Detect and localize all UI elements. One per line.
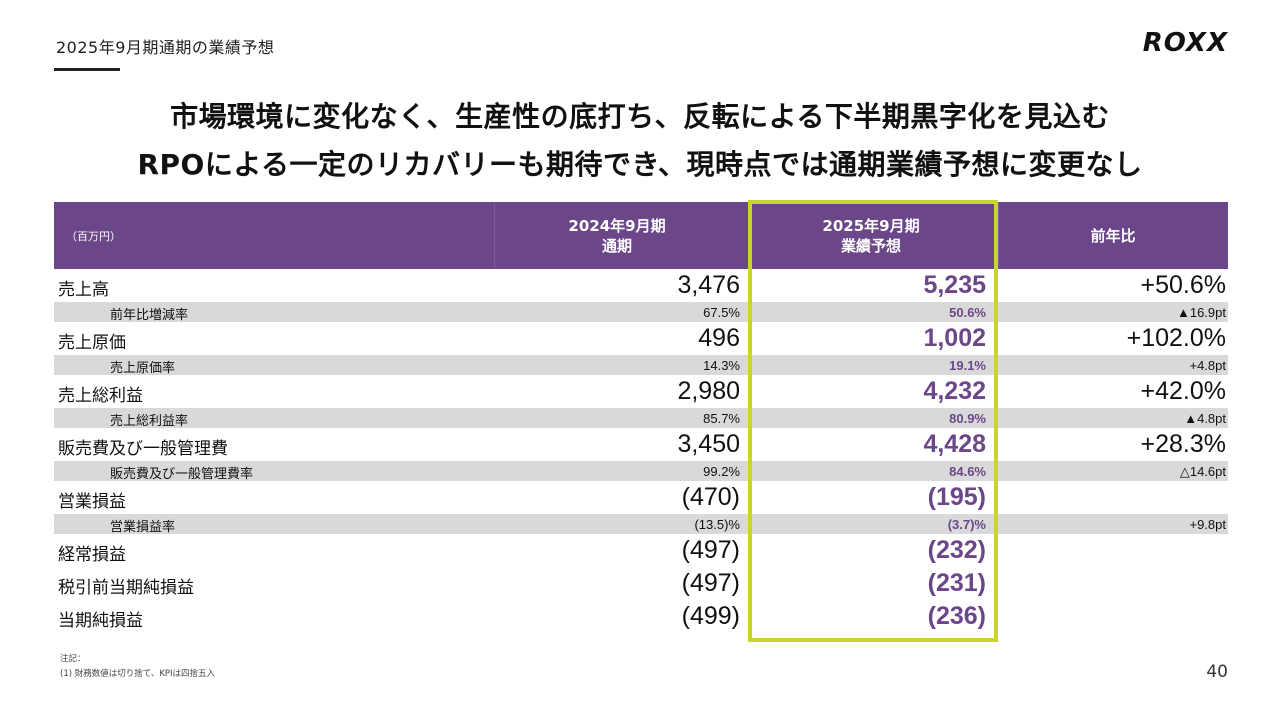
table-subrow: 売上原価率 14.3% 19.1% +4.8pt [54, 355, 1228, 376]
row-label: 売上総利益率 [110, 414, 189, 429]
table-body: 売上高 3,476 5,235 +50.6% 前年比増減率 67.5% 50.6% ▲16.9… [54, 269, 1228, 633]
header-rule [54, 68, 120, 71]
value-yoy: +4.8pt [1189, 358, 1226, 373]
value-fy2025-forecast: (232) [927, 536, 986, 564]
value-fy2025-forecast: 50.6% [949, 305, 986, 320]
value-yoy: +102.0% [1126, 324, 1226, 352]
row-label: 営業損益 [58, 492, 126, 512]
value-fy2025-forecast: 1,002 [923, 324, 986, 352]
value-fy2025-forecast: (195) [927, 483, 986, 511]
header-divider [998, 202, 999, 269]
value-yoy: △14.6pt [1179, 464, 1226, 479]
value-fy2024: 3,450 [677, 430, 740, 458]
row-label: 売上総利益 [58, 386, 143, 406]
value-fy2025-forecast: 80.9% [949, 411, 986, 426]
value-yoy: +50.6% [1140, 271, 1227, 299]
value-fy2024: 3,476 [677, 271, 740, 299]
section-title: 2025年9月期通期の業績予想 [56, 38, 275, 57]
value-fy2024: 85.7% [703, 411, 740, 426]
value-fy2024: (13.5)% [694, 517, 740, 532]
forecast-table: （百万円） 2024年9月期 通期 2025年9月期 業績予想 前年比 売上高 3… [54, 202, 1228, 633]
value-fy2024: 496 [698, 324, 740, 352]
value-fy2025-forecast: (3.7)% [947, 517, 986, 532]
row-label: 販売費及び一般管理費率 [110, 467, 254, 482]
value-fy2025-forecast: 4,428 [923, 430, 986, 458]
table-row: 営業損益 (470) (195) [54, 481, 1228, 514]
value-fy2025-forecast: 4,232 [923, 377, 986, 405]
headline-line-1: 市場環境に変化なく、生産性の底打ち、反転による下半期黒字化を見込む [170, 100, 1110, 133]
column-header-yoy: 前年比 [998, 202, 1228, 269]
footnote-line: (1) 財務数値は切り捨て、KPIは四捨五入 [60, 669, 216, 679]
column-header-fy2025-line2: 業績予想 [840, 236, 901, 255]
company-logo: ROXX [1142, 28, 1228, 58]
table-subrow: 営業損益率 (13.5)% (3.7)% +9.8pt [54, 514, 1228, 535]
table-row: 経常損益 (497) (232) [54, 534, 1228, 567]
value-fy2025-forecast: 5,235 [923, 271, 986, 299]
value-fy2025-forecast: (236) [927, 602, 986, 630]
value-fy2024: 99.2% [703, 464, 740, 479]
value-yoy: +28.3% [1140, 430, 1227, 458]
table-row: 税引前当期純損益 (497) (231) [54, 567, 1228, 600]
value-yoy: ▲16.9pt [1176, 305, 1226, 320]
value-fy2024: 67.5% [703, 305, 740, 320]
row-label: 売上高 [58, 280, 109, 300]
value-fy2025-forecast: 84.6% [949, 464, 986, 479]
row-label: 前年比増減率 [110, 308, 189, 323]
value-yoy: +42.0% [1140, 377, 1227, 405]
column-header-fy2025: 2025年9月期 業績予想 [748, 202, 994, 269]
page-number: 40 [1206, 662, 1228, 682]
column-header-fy2024-line1: 2024年9月期 [568, 216, 666, 235]
value-fy2024: (497) [681, 569, 740, 597]
table-subrow: 販売費及び一般管理費率 99.2% 84.6% △14.6pt [54, 461, 1228, 482]
unit-label: （百万円） [66, 230, 121, 243]
value-fy2024: 2,980 [677, 377, 740, 405]
value-fy2024: (470) [681, 483, 740, 511]
row-label: 販売費及び一般管理費 [58, 439, 228, 459]
value-fy2025-forecast: 19.1% [949, 358, 986, 373]
row-label: 当期純損益 [58, 611, 143, 631]
table-row: 販売費及び一般管理費 3,450 4,428 +28.3% [54, 428, 1228, 461]
headline-line-2: RPOによる一定のリカバリーも期待でき、現時点では通期業績予想に変更なし [137, 148, 1143, 181]
header-divider [494, 202, 495, 269]
column-header-fy2024-line2: 通期 [601, 236, 632, 255]
table-subrow: 前年比増減率 67.5% 50.6% ▲16.9pt [54, 302, 1228, 323]
row-label: 売上原価率 [110, 361, 176, 376]
table-row: 売上高 3,476 5,235 +50.6% [54, 269, 1228, 302]
column-header-fy2024: 2024年9月期 通期 [494, 202, 740, 269]
table-row: 売上総利益 2,980 4,232 +42.0% [54, 375, 1228, 408]
value-fy2024: (499) [681, 602, 740, 630]
row-label: 営業損益率 [110, 520, 176, 535]
column-header-fy2025-line1: 2025年9月期 [822, 216, 920, 235]
row-label: 経常損益 [58, 545, 126, 565]
footnote-title: 注記： [60, 654, 86, 664]
column-header-yoy-label: 前年比 [1090, 226, 1136, 245]
table-row: 当期純損益 (499) (236) [54, 600, 1228, 633]
table-row: 売上原価 496 1,002 +102.0% [54, 322, 1228, 355]
value-yoy: +9.8pt [1189, 517, 1226, 532]
value-yoy: ▲4.8pt [1184, 411, 1226, 426]
value-fy2025-forecast: (231) [927, 569, 986, 597]
row-label: 税引前当期純損益 [58, 578, 194, 598]
row-label: 売上原価 [58, 333, 126, 353]
table-header: （百万円） 2024年9月期 通期 2025年9月期 業績予想 前年比 [54, 202, 1228, 269]
value-fy2024: (497) [681, 536, 740, 564]
table-subrow: 売上総利益率 85.7% 80.9% ▲4.8pt [54, 408, 1228, 429]
value-fy2024: 14.3% [703, 358, 740, 373]
